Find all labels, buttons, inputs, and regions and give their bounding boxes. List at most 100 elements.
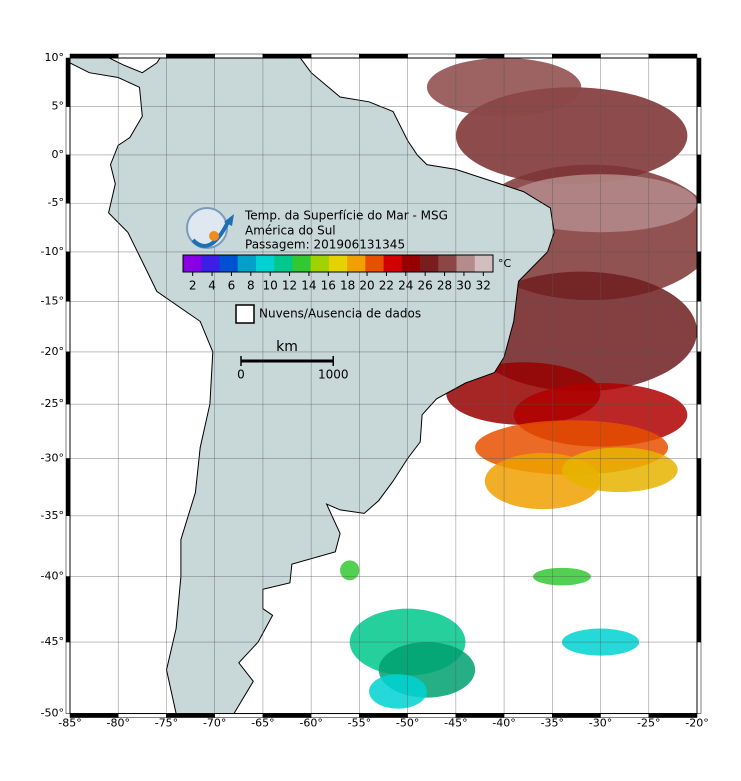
x-tick-label: -60°	[299, 717, 322, 730]
sst-patch	[340, 560, 360, 581]
colorbar-tick-label: 6	[228, 279, 236, 293]
frame-segment	[696, 251, 702, 302]
frame-segment	[696, 641, 702, 714]
frame-segment	[117, 53, 167, 59]
colorbar-tick-label: 26	[418, 279, 433, 293]
overlay: Temp. da Superfície do Mar - MSG América…	[182, 207, 512, 382]
colorbar-tick-label: 22	[379, 279, 394, 293]
colorbar-tick-label: 4	[208, 279, 216, 293]
colorbar-swatch	[201, 255, 220, 272]
y-tick-label: 0°	[52, 148, 65, 161]
logo	[186, 207, 234, 249]
x-tick-label: -55°	[348, 717, 371, 730]
frame-segment	[407, 53, 457, 59]
frame-segment	[648, 53, 698, 59]
colorbar-swatch	[292, 255, 312, 272]
frame-segment	[65, 458, 71, 517]
title: Temp. da Superfície do Mar - MSG	[244, 209, 448, 223]
colorbar-tick-label: 28	[437, 279, 452, 293]
map-area	[70, 58, 697, 713]
map-frame	[69, 57, 698, 715]
legend-swatch	[235, 304, 255, 324]
colorbar-swatch	[420, 255, 439, 272]
colorbar-swatch	[456, 255, 476, 272]
frame-segment	[696, 301, 702, 353]
colorbar-tick-label: 32	[476, 279, 491, 293]
x-tick-label: -45°	[444, 717, 467, 730]
frame-segment	[552, 53, 601, 59]
colorbar-tick-label: 2	[189, 279, 197, 293]
frame-segment	[262, 53, 312, 59]
scale-unit: km	[276, 339, 298, 355]
frame-segment	[65, 251, 71, 302]
colorbar-swatch	[383, 255, 403, 272]
colorbar-tick-label: 14	[301, 279, 316, 293]
y-tick-label: -40°	[41, 570, 64, 583]
frame-segment	[455, 53, 505, 59]
colorbar-swatch	[438, 255, 458, 272]
colorbar-tick-label: 30	[456, 279, 471, 293]
x-tick-label: -80°	[106, 717, 129, 730]
colorbar-swatch	[310, 255, 330, 272]
colorbar-unit: °C	[498, 257, 512, 270]
scale-tick-label: 0	[237, 368, 245, 382]
y-tick-label: -15°	[41, 294, 64, 307]
y-tick-label: -45°	[41, 635, 64, 648]
frame-segment	[65, 106, 71, 156]
frame-segment	[696, 576, 702, 643]
colorbar-tick-label: 16	[321, 279, 336, 293]
y-tick-label: -25°	[41, 397, 64, 410]
x-tick-label: -70°	[203, 717, 226, 730]
colorbar-swatch	[328, 255, 348, 272]
colorbar-tick-label: 18	[340, 279, 355, 293]
colorbar-frame	[182, 254, 494, 273]
frame-segment	[65, 403, 71, 459]
y-tick-label: -35°	[41, 509, 64, 522]
colorbar-tick-label: 20	[359, 279, 374, 293]
frame-segment	[65, 641, 71, 714]
colorbar-swatch	[401, 255, 421, 272]
colorbar-swatch	[365, 255, 385, 272]
colorbar-swatch	[183, 255, 202, 272]
frame-segment	[65, 301, 71, 353]
frame-segment	[696, 403, 702, 459]
frame-segment	[65, 515, 71, 577]
frame-segment	[600, 53, 650, 59]
frame-segment	[69, 53, 119, 59]
sst-patch	[561, 447, 678, 493]
y-tick-label: -10°	[41, 245, 64, 258]
colorbar-swatch	[347, 255, 366, 272]
x-tick-label: -30°	[589, 717, 612, 730]
frame-segment	[359, 53, 408, 59]
colorbar-swatch	[255, 255, 275, 272]
frame-segment	[696, 515, 702, 577]
frame-segment	[65, 202, 71, 253]
colorbar-tick-label: 24	[398, 279, 413, 293]
frame-segment	[696, 154, 702, 204]
x-tick-label: -75°	[155, 717, 178, 730]
y-tick-label: -20°	[41, 345, 64, 358]
colorbar-tick-label: 8	[247, 279, 255, 293]
colorbar-swatch	[237, 255, 257, 272]
colorbar-swatch	[219, 255, 239, 272]
x-tick-label: -85°	[58, 717, 81, 730]
y-tick-label: -5°	[48, 196, 64, 209]
y-tick-label: 5°	[52, 100, 65, 113]
x-tick-label: -40°	[492, 717, 515, 730]
x-tick-label: -35°	[541, 717, 564, 730]
colorbar-swatch	[474, 255, 494, 272]
frame-segment	[696, 106, 702, 156]
x-tick-label: -65°	[251, 717, 274, 730]
colorbar-swatch	[274, 255, 293, 272]
colorbar-tick-label: 12	[282, 279, 297, 293]
frame-segment	[214, 53, 264, 59]
frame-segment	[696, 202, 702, 253]
x-tick-label: -20°	[685, 717, 708, 730]
frame-segment	[696, 458, 702, 517]
frame-segment	[696, 57, 702, 107]
y-tick-label: -50°	[41, 707, 64, 720]
frame-segment	[65, 57, 71, 107]
frame-segment	[310, 53, 360, 59]
frame-segment	[65, 576, 71, 643]
